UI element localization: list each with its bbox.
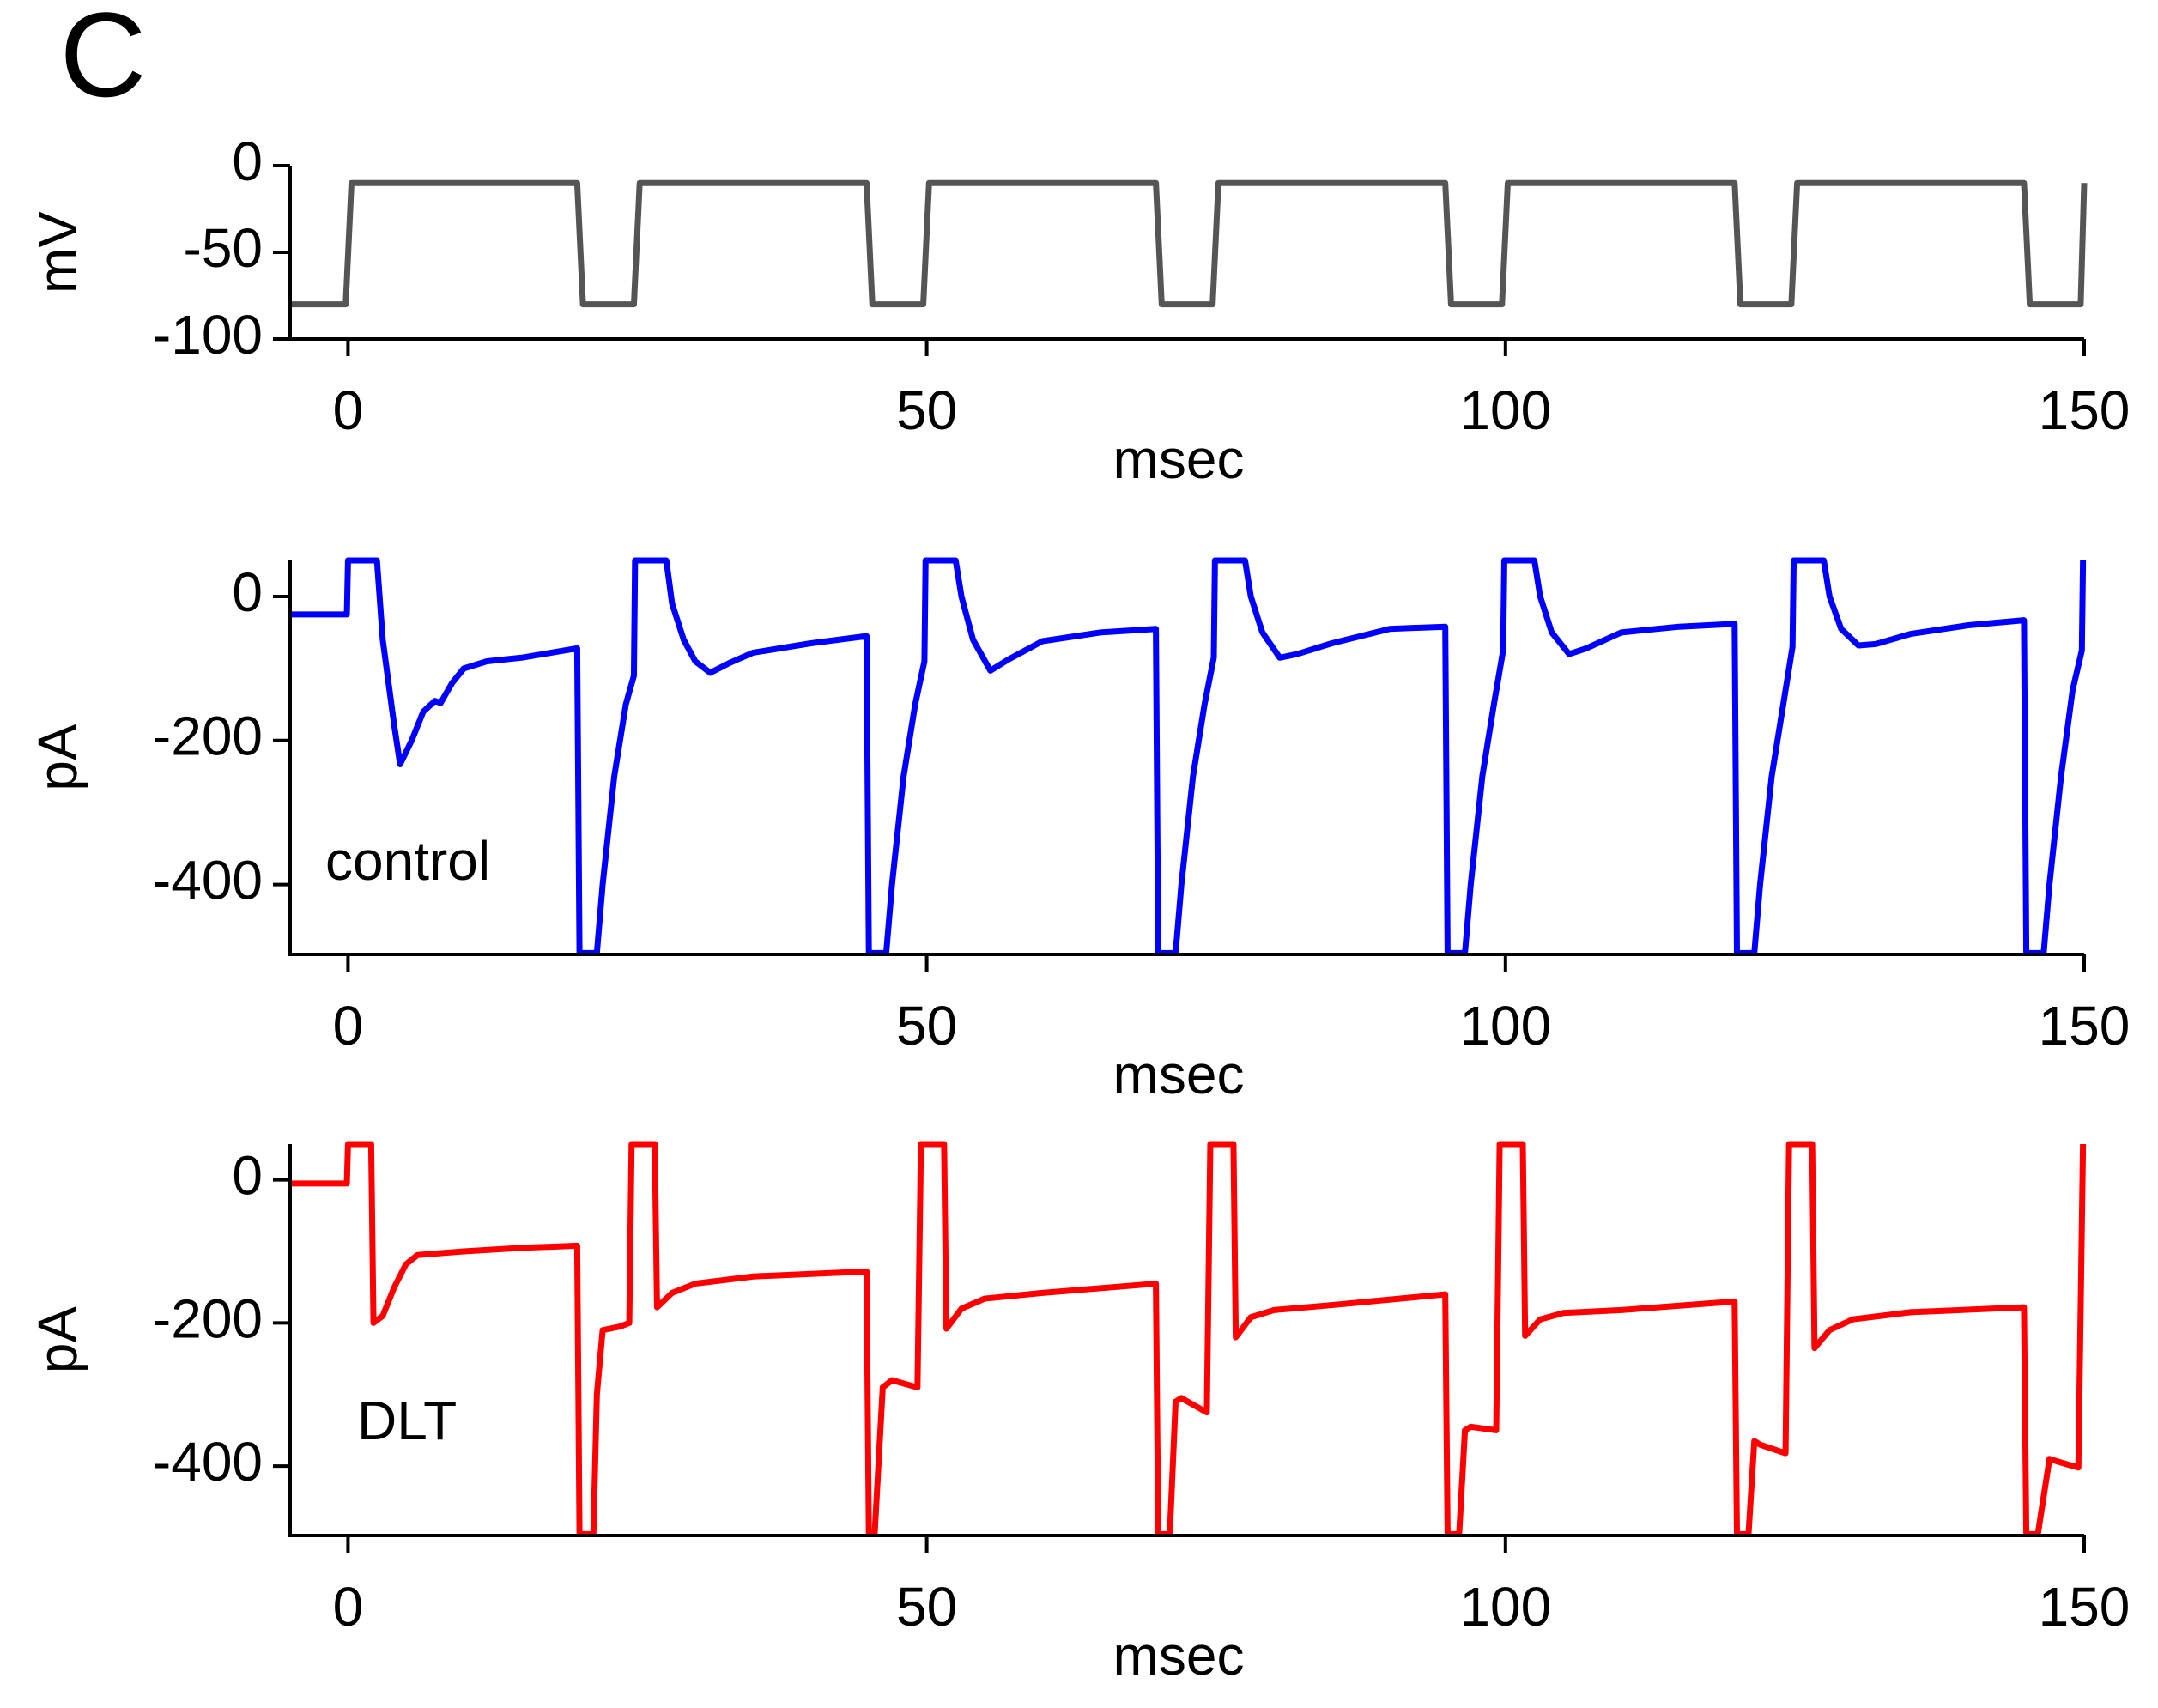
y-axis-label: pA	[27, 1306, 88, 1374]
y-axis-label: pA	[27, 724, 88, 791]
trace	[290, 1141, 2087, 1537]
y-tick-label: -200	[153, 1287, 263, 1349]
x-tick-label: 50	[896, 379, 957, 441]
x-tick-label: 0	[333, 1576, 364, 1638]
trace	[290, 557, 2087, 956]
x-tick-label: 150	[2039, 379, 2131, 441]
x-tick-label: 50	[896, 995, 957, 1057]
panel-label: C	[59, 0, 146, 122]
y-tick-label: -100	[153, 304, 263, 366]
x-tick-label: 50	[896, 1576, 957, 1638]
y-tick-label: -50	[184, 217, 264, 279]
x-axis-label: msec	[1113, 428, 1245, 490]
y-tick-label: 0	[232, 1145, 263, 1207]
x-axis-label: msec	[1113, 1625, 1245, 1687]
x-tick-label: 0	[333, 995, 364, 1057]
y-tick-label: -400	[153, 850, 263, 912]
x-tick-label: 150	[2039, 1576, 2131, 1638]
y-tick-label: -400	[153, 1431, 263, 1493]
y-axis-label: mV	[27, 211, 88, 294]
y-tick-label: 0	[232, 130, 263, 192]
x-tick-label: 100	[1459, 379, 1551, 441]
y-tick-label: -200	[153, 706, 263, 767]
x-tick-label: 150	[2039, 995, 2131, 1057]
x-tick-label: 0	[333, 379, 364, 441]
axis-line	[288, 560, 2084, 956]
x-axis-label: msec	[1113, 1044, 1245, 1105]
x-tick-label: 100	[1459, 1576, 1551, 1638]
x-tick-label: 100	[1459, 995, 1551, 1057]
y-tick-label: 0	[232, 561, 263, 623]
annotation: DLT	[357, 1390, 457, 1451]
annotation: control	[325, 830, 490, 892]
trace	[290, 179, 2088, 308]
axis-line	[288, 1144, 2084, 1537]
axis-line	[288, 166, 2084, 341]
